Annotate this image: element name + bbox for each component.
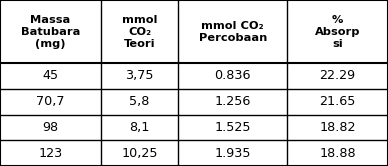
Text: 21.65: 21.65 [319,95,356,108]
Text: mmol CO₂
Percobaan: mmol CO₂ Percobaan [199,21,267,42]
Text: 1.525: 1.525 [215,121,251,134]
Text: 8,1: 8,1 [130,121,150,134]
Text: 123: 123 [38,147,62,160]
Text: 70,7: 70,7 [36,95,65,108]
Text: 1.256: 1.256 [215,95,251,108]
Text: 3,75: 3,75 [125,69,154,83]
Text: 1.935: 1.935 [215,147,251,160]
Text: %
Absorp
si: % Absorp si [315,15,360,48]
Text: 18.88: 18.88 [319,147,356,160]
Text: 18.82: 18.82 [319,121,356,134]
Text: 10,25: 10,25 [121,147,158,160]
Text: mmol
CO₂
Teori: mmol CO₂ Teori [122,15,158,48]
Text: 22.29: 22.29 [319,69,356,83]
Text: 98: 98 [42,121,59,134]
Text: 0.836: 0.836 [215,69,251,83]
Text: 5,8: 5,8 [130,95,150,108]
Text: 45: 45 [42,69,59,83]
Text: Massa
Batubara
(mg): Massa Batubara (mg) [21,15,80,48]
